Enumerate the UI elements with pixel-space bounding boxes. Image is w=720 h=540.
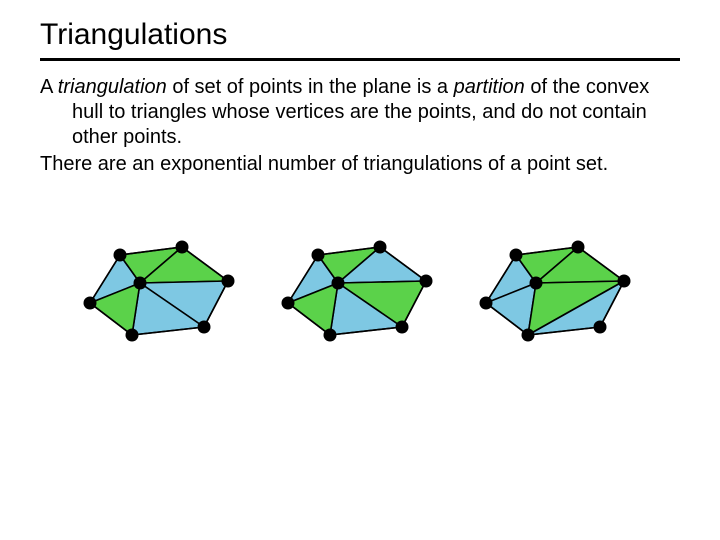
p1-text-c: of set of points in the plane is a [167, 76, 454, 98]
p1-italic-partition: partition [454, 76, 525, 98]
p1-italic-triangulation: triangulation [58, 76, 167, 98]
vertex-point [324, 329, 337, 342]
vertex-point [222, 275, 235, 288]
vertex-point [134, 277, 147, 290]
vertex-point [530, 277, 543, 290]
vertex-point [480, 297, 493, 310]
vertex-point [594, 321, 607, 334]
paragraph-2: There are an exponential number of trian… [40, 152, 680, 177]
body-text: A triangulation of set of points in the … [40, 75, 680, 177]
vertex-point [522, 329, 535, 342]
vertex-point [572, 241, 585, 254]
vertex-point [176, 241, 189, 254]
vertex-point [312, 249, 325, 262]
vertex-point [282, 297, 295, 310]
slide: Triangulations A triangulation of set of… [0, 0, 720, 357]
vertex-point [396, 321, 409, 334]
vertex-point [332, 277, 345, 290]
slide-title: Triangulations [40, 18, 680, 54]
paragraph-1: A triangulation of set of points in the … [40, 75, 680, 150]
vertex-point [618, 275, 631, 288]
vertex-point [198, 321, 211, 334]
vertex-point [114, 249, 127, 262]
vertex-point [126, 329, 139, 342]
triangulation-diagram-3 [468, 225, 648, 357]
vertex-point [510, 249, 523, 262]
triangulation-diagram-1 [72, 225, 252, 357]
vertex-point [84, 297, 97, 310]
p1-text-a: A [40, 76, 58, 98]
title-rule [40, 58, 680, 61]
triangulation-diagram-2 [270, 225, 450, 357]
triangulation-figures [40, 225, 680, 357]
vertex-point [374, 241, 387, 254]
vertex-point [420, 275, 433, 288]
